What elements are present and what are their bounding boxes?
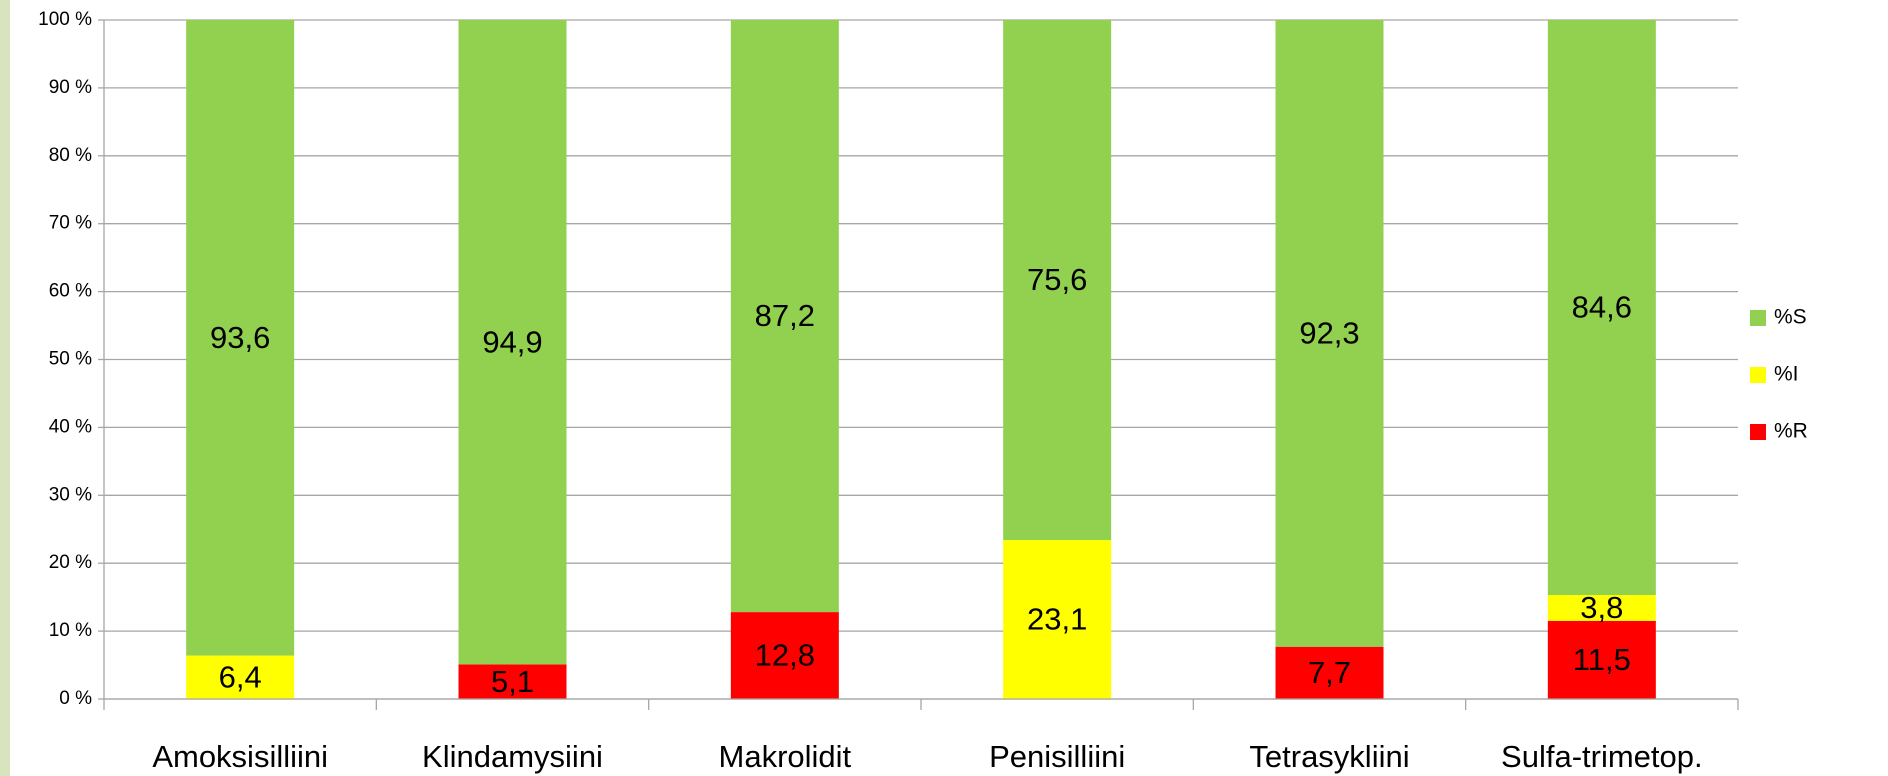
- bar-segment: [1547, 620, 1656, 699]
- data-label: 87,2: [755, 298, 815, 333]
- bar-segment: [1547, 20, 1656, 596]
- x-tick-label: Penisilliini: [989, 739, 1125, 774]
- data-label: 11,5: [1573, 642, 1631, 677]
- y-tick-label: 20 %: [49, 552, 92, 573]
- legend-label: %R: [1774, 420, 1808, 443]
- x-tick-label: Tetrasykliini: [1249, 739, 1409, 774]
- data-label: 93,6: [210, 320, 270, 355]
- data-label: 84,6: [1572, 290, 1632, 325]
- y-tick-label: 30 %: [49, 484, 92, 505]
- bar-segment: [458, 20, 567, 665]
- bar-segment: [1003, 20, 1112, 541]
- data-label: 23,1: [1027, 602, 1087, 637]
- x-tick-label: Sulfa-trimetop.: [1501, 739, 1703, 774]
- y-tick-label: 80 %: [49, 145, 92, 166]
- data-label: 92,3: [1299, 316, 1359, 351]
- bar-segment: [186, 655, 295, 699]
- data-label: 12,8: [755, 638, 815, 673]
- bar-segment: [730, 612, 839, 699]
- y-tick-label: 10 %: [49, 620, 92, 641]
- y-tick-label: 100 %: [38, 9, 92, 30]
- y-tick-label: 70 %: [49, 213, 92, 234]
- data-label: 3,8: [1580, 590, 1623, 625]
- y-tick-label: 50 %: [49, 349, 92, 370]
- x-tick-label: Makrolidit: [719, 739, 852, 774]
- data-label: 75,6: [1027, 262, 1087, 297]
- data-label: 5,1: [491, 664, 534, 699]
- bar-segment: [1275, 20, 1384, 647]
- legend-label: %S: [1774, 306, 1807, 329]
- legend-label: %I: [1774, 363, 1799, 386]
- y-tick-label: 90 %: [49, 77, 92, 98]
- bar-segment: [1547, 595, 1656, 621]
- bar-segment: [186, 20, 295, 656]
- legend-swatch: [1750, 424, 1766, 440]
- side-stripe: [0, 0, 10, 776]
- bar-segment: [730, 20, 839, 613]
- y-tick-label: 60 %: [49, 281, 92, 302]
- bar-segment: [1003, 540, 1112, 699]
- data-label: 94,9: [482, 324, 542, 359]
- legend-swatch: [1750, 367, 1766, 383]
- bar-segment: [1275, 646, 1384, 699]
- x-tick-label: Amoksisilliini: [152, 739, 328, 774]
- bar-segment: [458, 664, 567, 699]
- data-label: 7,7: [1308, 655, 1351, 690]
- data-label: 6,4: [219, 659, 262, 694]
- y-tick-label: 40 %: [49, 416, 92, 437]
- x-tick-label: Klindamysiini: [422, 739, 603, 774]
- legend-swatch: [1750, 310, 1766, 326]
- y-tick-label: 0 %: [59, 688, 92, 709]
